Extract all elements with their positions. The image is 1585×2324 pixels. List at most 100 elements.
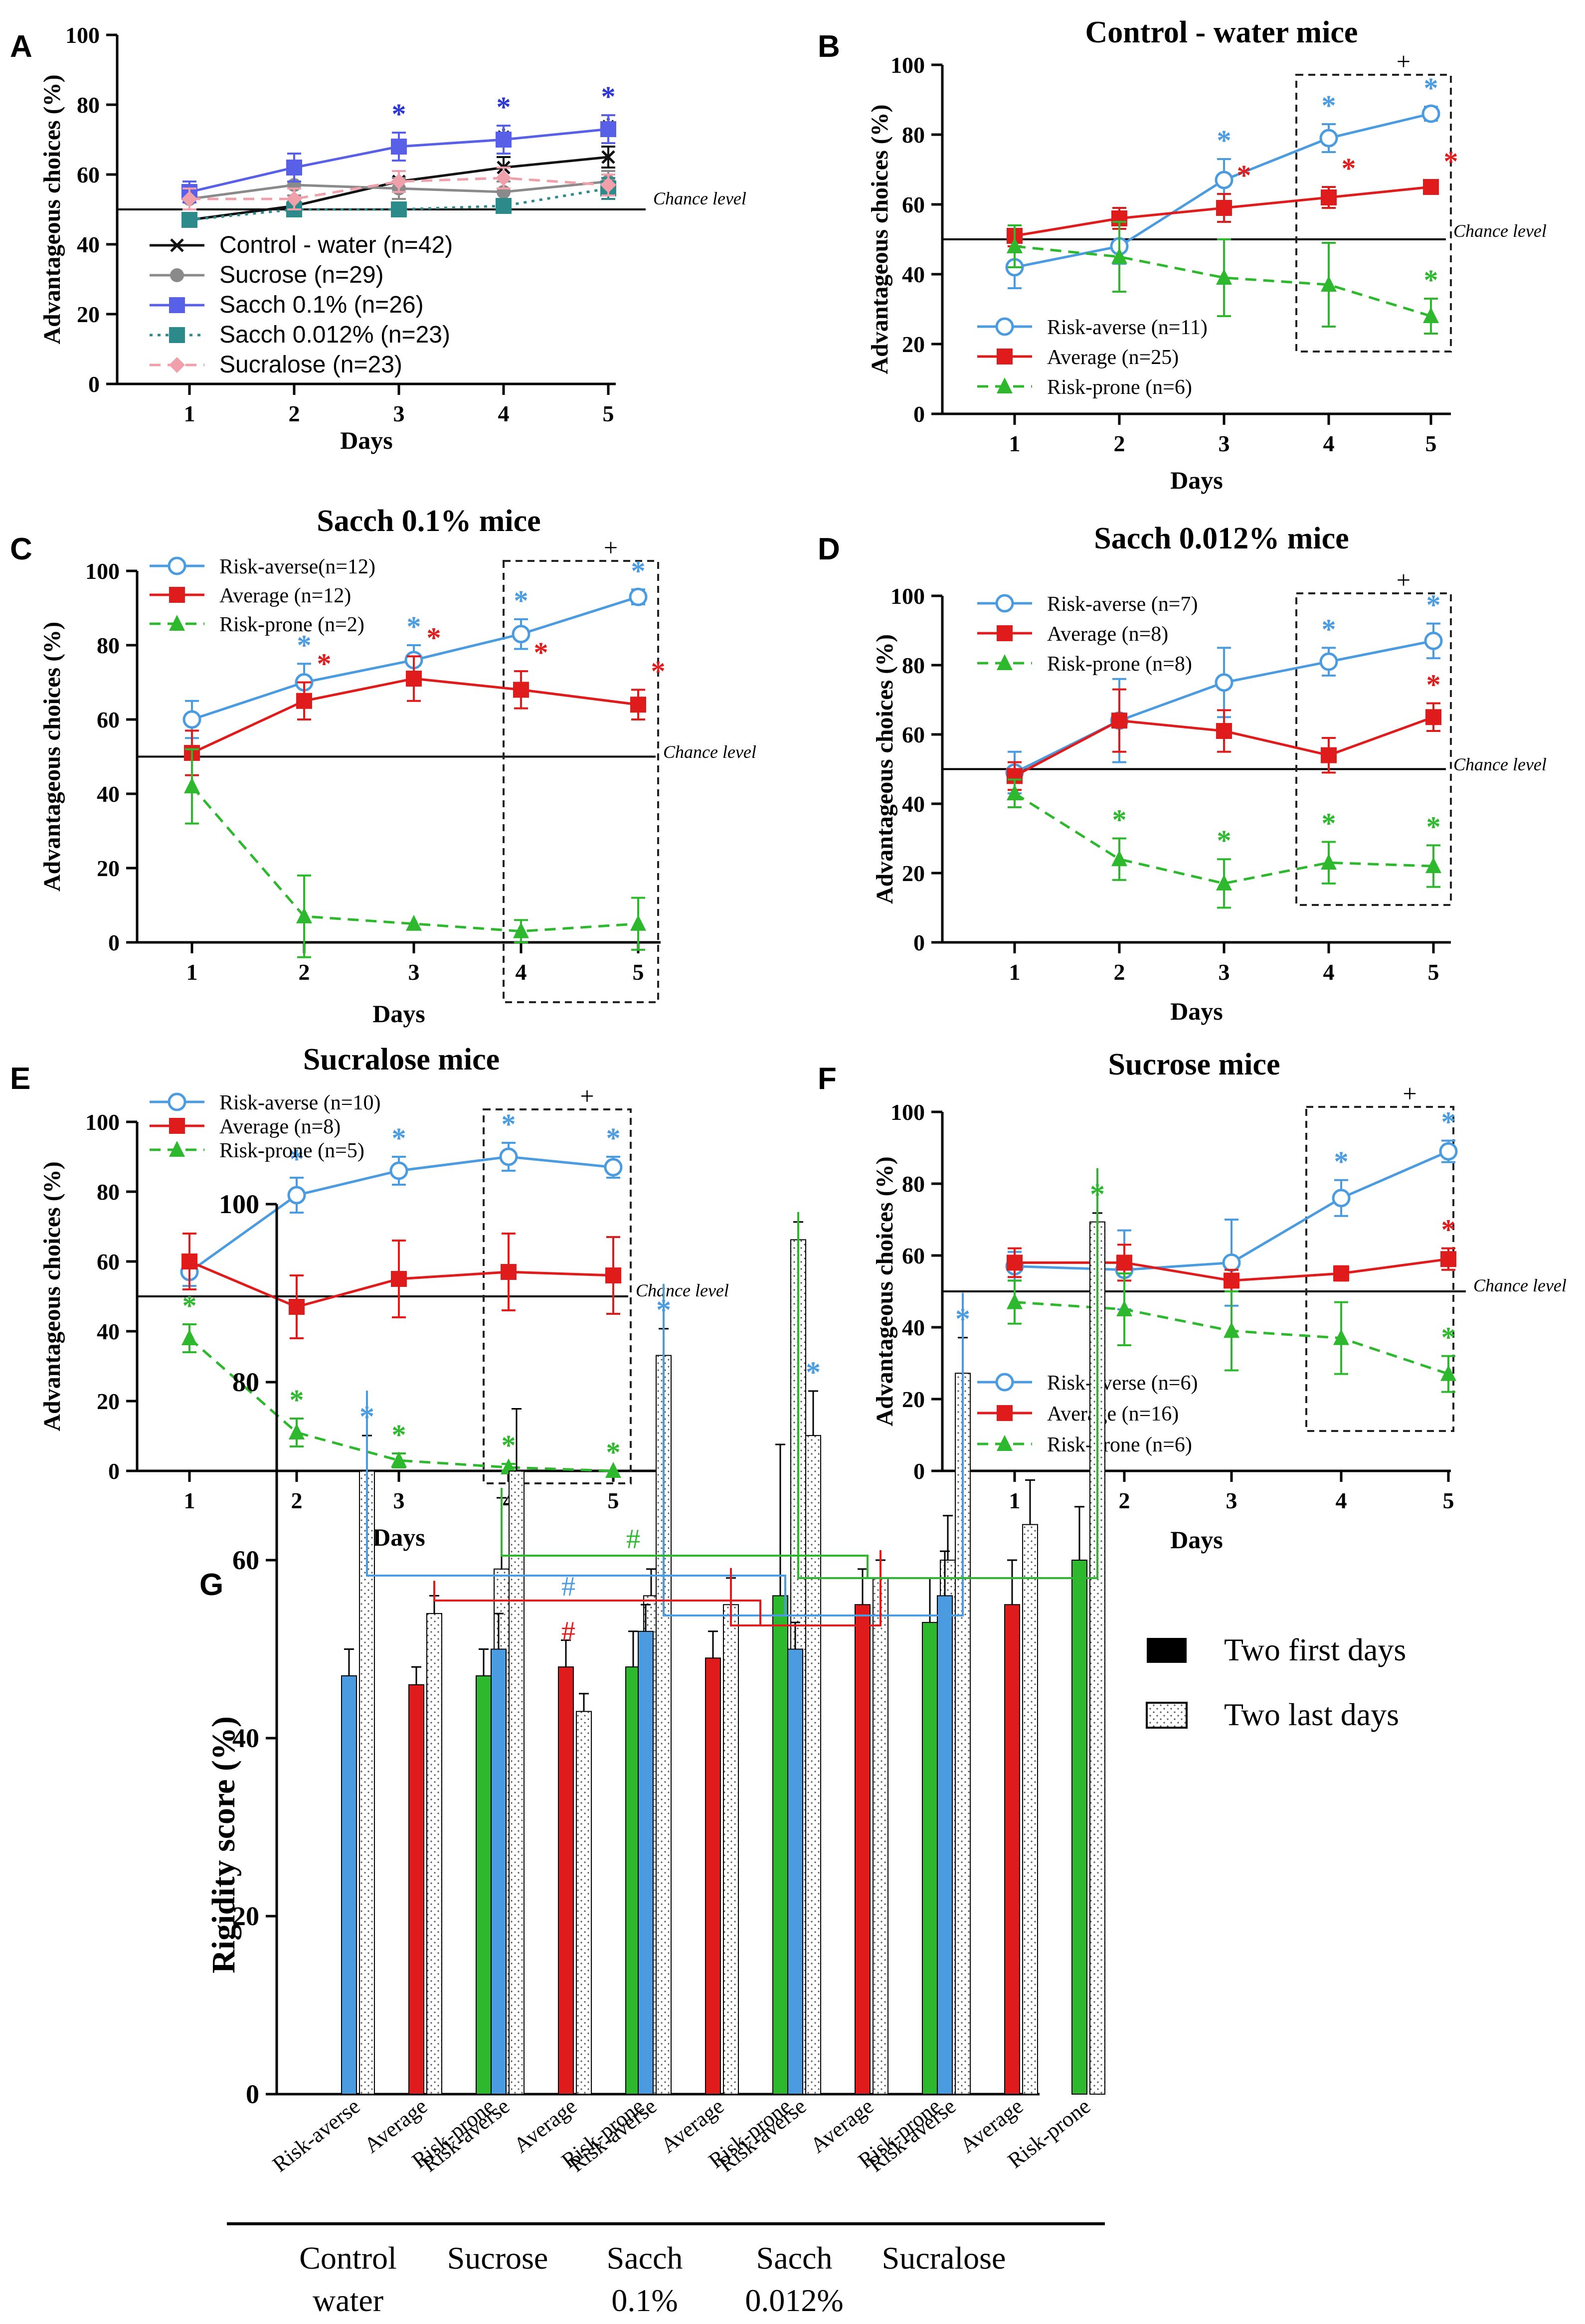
- panel-letter: B: [818, 29, 840, 64]
- data-point: [389, 1161, 408, 1180]
- legend-label: Risk-averse (n=11): [1047, 316, 1208, 339]
- panel-a: A 0 20 40 60 80 100 1 2 3 4 5 Days Advantageous choic…: [10, 22, 746, 454]
- legend-swatch-marker: [169, 297, 185, 313]
- data-point: [630, 914, 646, 931]
- significance-star: *: [1322, 807, 1336, 839]
- x-tick-label: 1: [184, 401, 195, 426]
- y-axis-label: Advantageous choices (%): [39, 622, 65, 892]
- x-tick-label: 4: [1323, 431, 1335, 456]
- significance-star: *: [297, 629, 312, 661]
- significance-star: *: [606, 1122, 621, 1154]
- y-axis-label: Advantageous choices (%): [872, 1156, 898, 1426]
- data-point: [391, 201, 407, 217]
- bar-first-days: [937, 1595, 953, 2095]
- legend-swatch-marker-b: [170, 238, 184, 252]
- y-tick-label: 20: [232, 1901, 259, 1931]
- x-tick-label: 5: [633, 959, 644, 985]
- data-point: [1421, 104, 1440, 123]
- legend-swatch-marker: [995, 594, 1014, 613]
- y-tick-label: 0: [108, 1458, 120, 1484]
- chance-level-label: Chance level: [653, 188, 746, 208]
- data-point: [1423, 307, 1439, 323]
- bar-first-days: [922, 1621, 938, 2095]
- x-tick-label: 1: [1009, 431, 1021, 456]
- data-point: [181, 191, 197, 207]
- significance-star: *: [497, 91, 511, 123]
- legend-swatch-marker: [997, 377, 1013, 393]
- group-name: Sucrose: [447, 2240, 548, 2276]
- y-tick-label: 80: [77, 92, 100, 118]
- significance-star: *: [290, 1384, 304, 1416]
- significance-star: *: [1426, 668, 1441, 701]
- plus-marker: +: [1397, 47, 1410, 75]
- significance-star: *: [1334, 1145, 1349, 1178]
- phenotype-label: Risk-averse: [564, 2094, 661, 2176]
- plus-marker: +: [580, 1082, 594, 1110]
- legend-swatch-marker: [995, 1373, 1014, 1392]
- legend-label: Risk-averse (n=7): [1047, 593, 1198, 616]
- data-point: [1440, 1365, 1456, 1381]
- significance-star: *: [1217, 124, 1232, 157]
- series-0: ****: [182, 554, 648, 739]
- data-point: [1321, 747, 1337, 763]
- y-tick-label: 40: [77, 232, 100, 257]
- bracket-blue-a: [366, 1283, 786, 1616]
- y-tick-label: 60: [902, 192, 925, 217]
- y-tick-label: 20: [97, 856, 120, 881]
- bar-first-days: [341, 1675, 357, 2095]
- significance-box: [1295, 592, 1452, 906]
- significance-box: [1295, 74, 1452, 353]
- data-point: [1215, 673, 1233, 692]
- legend: Risk-averse(n=12) Average (n=12) Risk-pron…: [150, 555, 375, 636]
- x-tick-label: 1: [186, 959, 198, 985]
- x-tick-label: 4: [1336, 1488, 1347, 1513]
- bar-first-days: [772, 1595, 788, 2095]
- series-2: *: [1007, 1272, 1456, 1393]
- y-tick-label: 60: [97, 707, 120, 732]
- bracket-green-b: [868, 1168, 1098, 1579]
- y-tick-label: 0: [913, 401, 925, 427]
- data-point: [1007, 784, 1023, 801]
- y-axis-label: Rigidity score (%): [205, 1716, 242, 1973]
- series-2: [184, 748, 646, 958]
- data-point: [1111, 248, 1127, 264]
- legend-swatch-marker: [997, 349, 1013, 364]
- data-point: [1216, 200, 1232, 216]
- legend-label: Control - water (n=42): [219, 232, 453, 258]
- data-point: [1216, 723, 1232, 739]
- chart-title: Sacch 0.1% mice: [317, 504, 540, 538]
- data-point: [499, 1147, 518, 1166]
- data-point: [181, 1329, 197, 1345]
- data-point: [1333, 1265, 1349, 1281]
- legend-swatch-marker: [169, 357, 185, 373]
- legend-label-last: Two last days: [1224, 1697, 1399, 1732]
- data-point: [501, 1458, 517, 1474]
- significance-star: *: [317, 648, 332, 680]
- legend-label: Risk-prone (n=8): [1047, 653, 1192, 676]
- bar-last-days: [509, 1470, 525, 2095]
- legend-label: Risk-prone (n=6): [1047, 1433, 1192, 1456]
- legend-label: Average (n=25): [1047, 346, 1179, 369]
- legend-label: Average (n=16): [1047, 1403, 1179, 1426]
- panel-f: F Sucrose mice 0 20 40 60 80 100 1 2 3 4 5 Days Advant…: [818, 1048, 1567, 1554]
- series-4: [181, 167, 616, 210]
- y-tick-label: 60: [77, 162, 100, 187]
- x-tick-label: 2: [1119, 1488, 1130, 1513]
- hash-green: #: [626, 1524, 640, 1555]
- hash-blue: #: [561, 1571, 575, 1602]
- data-point: [1216, 874, 1232, 891]
- legend-swatch-marker: [169, 327, 185, 343]
- y-tick-label: 100: [890, 583, 925, 609]
- y-tick-label: 80: [232, 1367, 259, 1397]
- data-point: [286, 160, 302, 176]
- data-point: [287, 1186, 306, 1205]
- plus-marker: +: [1397, 566, 1410, 594]
- group-name-line2: water: [313, 2283, 383, 2318]
- bar-first-days: [491, 1648, 507, 2095]
- x-tick-label: 5: [608, 1488, 619, 1513]
- y-tick-label: 100: [219, 1189, 259, 1219]
- series-1: ** **: [184, 621, 666, 776]
- significance-star: *: [514, 584, 528, 617]
- data-point: [1224, 1322, 1239, 1338]
- data-point: [1007, 1254, 1023, 1271]
